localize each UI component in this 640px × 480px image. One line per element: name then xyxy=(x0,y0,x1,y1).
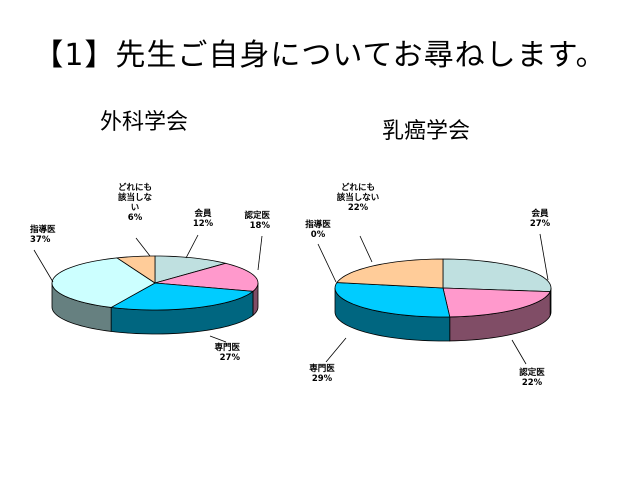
slice-label-specialist: 専門医 27% xyxy=(214,342,240,363)
leader-line-none xyxy=(359,235,373,263)
slice-label-certified: 認定医 22% xyxy=(519,367,545,388)
leader-line-member xyxy=(539,233,549,281)
slice-member xyxy=(154,255,226,284)
slice-label-none: どれにも該当しない 6% xyxy=(118,182,153,223)
slice-certified xyxy=(442,287,551,318)
slice-specialist xyxy=(334,282,451,318)
slice-label-member: 会員 27% xyxy=(530,208,551,229)
slice-label-member: 会員 12% xyxy=(193,208,214,229)
slice-none xyxy=(336,258,444,289)
leader-line-instructor xyxy=(33,249,54,283)
chart-title-breast-cancer: 乳癌学会 xyxy=(382,119,471,144)
slice-member xyxy=(442,258,552,293)
slice-label-instructor: 指導医 0% xyxy=(305,219,331,240)
slice-certified xyxy=(154,262,259,292)
slice-none xyxy=(115,255,156,284)
pie-surgery: 会員 12% 認定医 18% 専門医 27% 指導医 37% どれにも該当しない 6% xyxy=(30,182,270,363)
page-title: 【1】先生ご自身についてお尋ねします。 xyxy=(33,38,607,73)
slice-label-specialist: 専門医 29% xyxy=(309,363,335,384)
slice-specialist xyxy=(109,282,255,311)
chart-title-surgery: 外科学会 xyxy=(100,110,189,135)
pie-breast-cancer: 会員 27% 認定医 22% 専門医 29% 指導医 0% どれにも該当しない 22% xyxy=(305,182,552,388)
slice-label-none: どれにも該当しない 22% xyxy=(337,182,380,213)
leader-line-member xyxy=(185,234,199,259)
slice-label-certified: 認定医 18% xyxy=(244,210,270,231)
leader-line-instructor xyxy=(317,243,337,283)
leader-line-none xyxy=(135,237,151,257)
leader-line-specialist xyxy=(209,335,227,343)
leader-line-certified xyxy=(257,235,263,271)
leader-line-certified xyxy=(511,339,527,365)
slice-label-instructor: 指導医 37% xyxy=(30,224,56,245)
slice-instructor xyxy=(51,257,156,308)
leader-line-specialist xyxy=(325,337,347,363)
